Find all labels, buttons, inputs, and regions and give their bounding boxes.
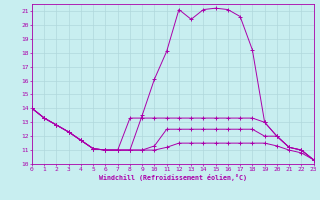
X-axis label: Windchill (Refroidissement éolien,°C): Windchill (Refroidissement éolien,°C): [99, 174, 247, 181]
